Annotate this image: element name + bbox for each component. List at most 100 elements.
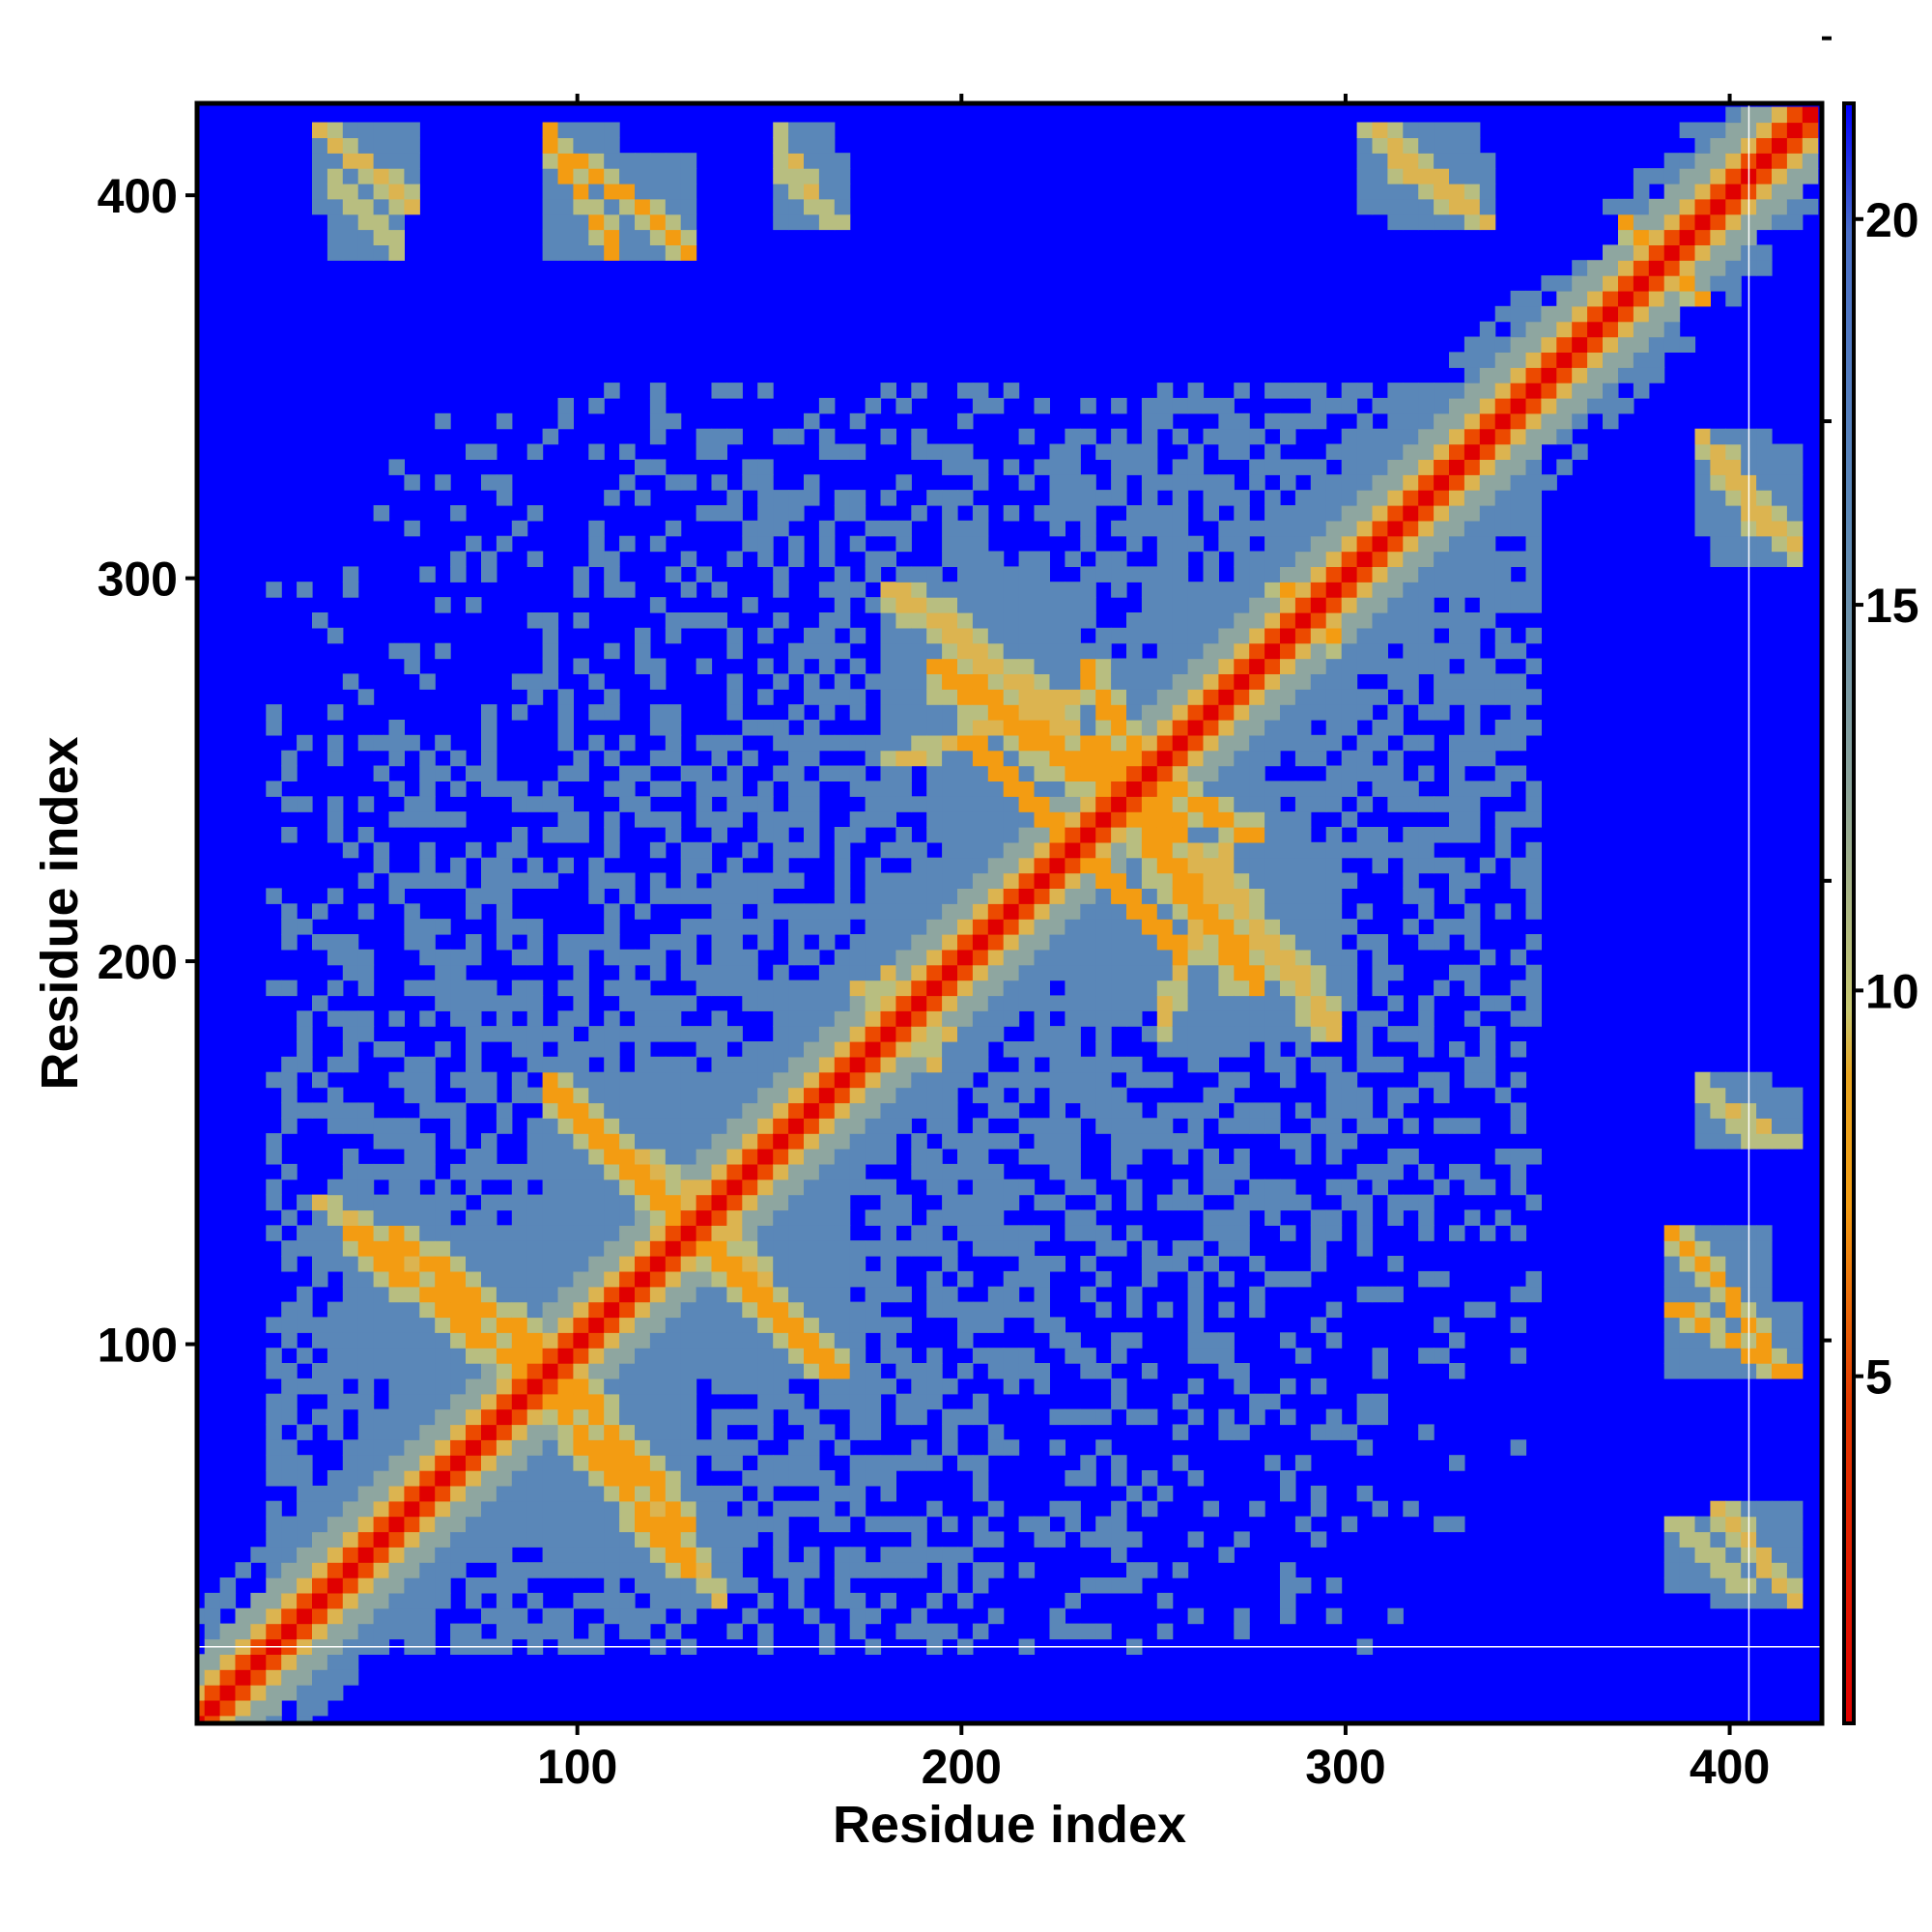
heatmap-cell (1111, 1378, 1127, 1395)
heatmap-cell (1172, 459, 1189, 475)
heatmap-cell (957, 1270, 974, 1288)
heatmap-cell (818, 612, 836, 629)
heatmap-cell (327, 827, 344, 843)
heatmap-cell (1280, 505, 1296, 522)
heatmap-cell (880, 1592, 896, 1609)
heatmap-cell (526, 857, 544, 874)
heatmap-cell (1725, 1592, 1742, 1609)
heatmap-cell (804, 1149, 820, 1165)
heatmap-cell (1234, 383, 1250, 399)
heatmap-cell (1249, 658, 1265, 674)
heatmap-cell (880, 520, 896, 537)
heatmap-cell (511, 1607, 528, 1625)
heatmap-cell (404, 1348, 420, 1364)
heatmap-cell (865, 566, 882, 582)
heatmap-cell (895, 872, 912, 889)
heatmap-cell (742, 1531, 758, 1548)
heatmap-cell (1080, 642, 1096, 660)
heatmap-cell (849, 1163, 867, 1180)
heatmap-cell (1479, 505, 1496, 522)
heatmap-cell (1525, 964, 1542, 981)
heatmap-cell (880, 597, 896, 613)
heatmap-cell (680, 229, 697, 245)
heatmap-cell (972, 796, 989, 812)
heatmap-cell (404, 1163, 420, 1180)
heatmap-cell (773, 566, 789, 582)
heatmap-cell (1633, 244, 1650, 261)
heatmap-cell (435, 1041, 451, 1058)
heatmap-cell (1372, 1393, 1388, 1410)
heatmap-cell (1049, 1118, 1065, 1134)
heatmap-cell (1510, 949, 1527, 966)
heatmap-cell (419, 1393, 436, 1410)
heatmap-cell (1172, 903, 1189, 920)
heatmap-cell (911, 720, 927, 736)
heatmap-cell (1003, 872, 1020, 889)
heatmap-cell (466, 1623, 482, 1640)
heatmap-cell (1234, 1607, 1250, 1625)
heatmap-cell (635, 1439, 651, 1456)
heatmap-cell (197, 1685, 206, 1701)
heatmap-cell (1633, 229, 1650, 245)
heatmap-cell (357, 1256, 375, 1272)
heatmap-cell (696, 1301, 713, 1319)
heatmap-cell (1187, 1041, 1205, 1058)
heatmap-cell (1156, 582, 1174, 598)
heatmap-cell (496, 1592, 513, 1609)
heatmap-cell (1218, 704, 1235, 721)
heatmap-cell (1418, 1163, 1435, 1180)
heatmap-cell (865, 1133, 882, 1150)
heatmap-cell (542, 1071, 559, 1089)
heatmap-cell (1018, 1240, 1036, 1257)
heatmap-cell (757, 888, 774, 904)
heatmap-cell (649, 1179, 667, 1196)
heatmap-cell (1434, 183, 1450, 200)
heatmap-cell (649, 872, 667, 889)
heatmap-cell (895, 474, 912, 491)
heatmap-cell (865, 1607, 882, 1625)
heatmap-cell (466, 1516, 482, 1533)
heatmap-cell (1280, 1026, 1296, 1042)
heatmap-cell (635, 1286, 651, 1303)
heatmap-cell (1126, 535, 1143, 553)
heatmap-cell (1034, 1256, 1050, 1272)
heatmap-cell (926, 934, 943, 951)
heatmap-cell (635, 1240, 651, 1257)
heatmap-cell (342, 1669, 359, 1686)
heatmap-cell (1065, 551, 1081, 567)
heatmap-cell (1603, 321, 1619, 338)
heatmap-cell (557, 1071, 574, 1089)
heatmap-cell (911, 1516, 927, 1533)
heatmap-cell (1418, 1424, 1435, 1440)
heatmap-cell (1463, 1071, 1481, 1089)
heatmap-cell (696, 1592, 713, 1609)
heatmap-cell (1095, 1577, 1112, 1594)
heatmap-cell (773, 1056, 789, 1073)
heatmap-cell (1049, 459, 1065, 475)
heatmap-cell (481, 1577, 497, 1594)
heatmap-cell (742, 1408, 758, 1426)
heatmap-cell (1510, 1348, 1527, 1364)
heatmap-cell (972, 1562, 989, 1578)
heatmap-cell (942, 1194, 958, 1211)
heatmap-cell (665, 1179, 682, 1196)
heatmap-cell (1434, 1179, 1450, 1196)
heatmap-cell (373, 1607, 390, 1625)
heatmap-cell (957, 857, 974, 874)
heatmap-cell (773, 964, 789, 981)
heatmap-cell (1203, 949, 1219, 966)
heatmap-cell (404, 1209, 420, 1226)
heatmap-cell (1049, 597, 1065, 613)
heatmap-cell (327, 1500, 344, 1518)
heatmap-cell (1095, 919, 1112, 935)
heatmap-cell (542, 213, 559, 231)
heatmap-cell (419, 1301, 436, 1319)
heatmap-cell (1280, 841, 1296, 859)
heatmap-cell (388, 1531, 405, 1548)
heatmap-cell (957, 1071, 974, 1089)
heatmap-cell (1372, 1286, 1388, 1303)
heatmap-cell (1065, 582, 1081, 598)
heatmap-cell (604, 750, 620, 767)
heatmap-cell (1325, 612, 1343, 629)
heatmap-cell (1156, 612, 1174, 629)
